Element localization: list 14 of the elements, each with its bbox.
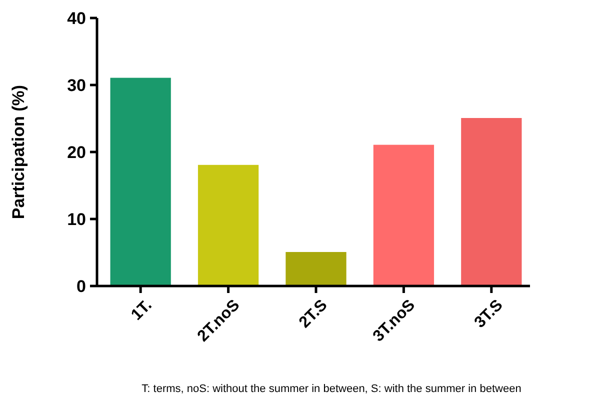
- bar: [198, 164, 259, 286]
- x-tick-label: 1T.: [128, 296, 156, 324]
- bar: [286, 252, 346, 286]
- bar: [373, 144, 434, 286]
- bar: [110, 78, 171, 286]
- text: T: terms, noS: without the summer in between, S: with the summer in between: [142, 383, 522, 395]
- x-tick-label: 3T.S: [472, 296, 506, 332]
- bar: [461, 118, 522, 286]
- y-tick-label: 30: [67, 76, 86, 95]
- y-tick-label: 10: [67, 210, 86, 229]
- y-axis-title: Participation (%): [9, 84, 28, 220]
- y-tick-label: 40: [67, 8, 86, 28]
- y-tick-label: 0: [76, 276, 86, 296]
- y-tick-label: 20: [67, 142, 86, 162]
